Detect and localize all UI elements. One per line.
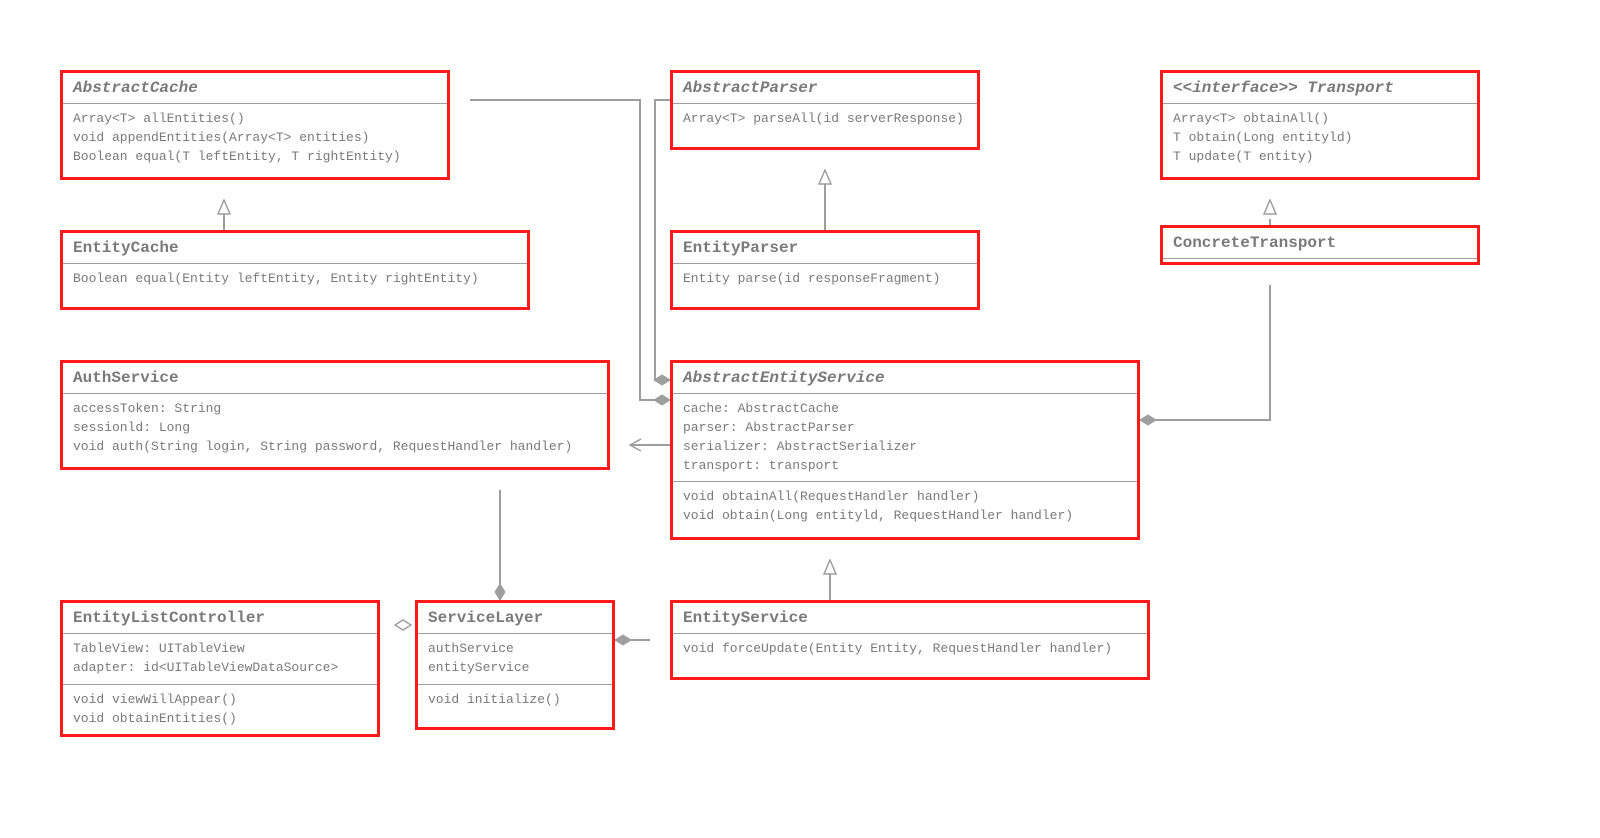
class-title: AbstractParser	[673, 73, 977, 104]
class-section: Array<T> obtainAll() T obtain(Long entit…	[1163, 104, 1477, 173]
class-title: <<interface>> Transport	[1163, 73, 1477, 104]
class-section: TableView: UITableView adapter: id<UITab…	[63, 634, 377, 684]
class-entity_list_controller: EntityListControllerTableView: UITableVi…	[60, 600, 380, 737]
class-entity_service: EntityServicevoid forceUpdate(Entity Ent…	[670, 600, 1150, 680]
class-transport: <<interface>> TransportArray<T> obtainAl…	[1160, 70, 1480, 180]
class-abstract_cache: AbstractCacheArray<T> allEntities() void…	[60, 70, 450, 180]
class-abstract_parser: AbstractParserArray<T> parseAll(id serve…	[670, 70, 980, 150]
class-section: void viewWillAppear() void obtainEntitie…	[63, 684, 377, 735]
class-section: authService entityService	[418, 634, 612, 684]
uml-diagram-canvas: { "diagram_type": "uml-class", "colors":…	[0, 0, 1600, 838]
class-title: EntityParser	[673, 233, 977, 264]
edge-comp-absentityservice-transport	[1140, 285, 1270, 420]
class-abstract_entity_service: AbstractEntityServicecache: AbstractCach…	[670, 360, 1140, 540]
class-section: Entity parse(id responseFragment)	[673, 264, 977, 295]
class-section: void obtainAll(RequestHandler handler) v…	[673, 481, 1137, 532]
class-title: EntityCache	[63, 233, 527, 264]
class-title: AbstractCache	[63, 73, 447, 104]
class-section: Boolean equal(Entity leftEntity, Entity …	[63, 264, 527, 295]
class-title: ConcreteTransport	[1163, 228, 1477, 259]
class-entity_parser: EntityParserEntity parse(id responseFrag…	[670, 230, 980, 310]
class-section: accessToken: String sessionld: Long void…	[63, 394, 607, 463]
class-concrete_transport: ConcreteTransport	[1160, 225, 1480, 265]
class-title: EntityService	[673, 603, 1147, 634]
class-title: EntityListController	[63, 603, 377, 634]
class-section: Array<T> allEntities() void appendEntiti…	[63, 104, 447, 173]
class-title: AbstractEntityService	[673, 363, 1137, 394]
class-section: cache: AbstractCache parser: AbstractPar…	[673, 394, 1137, 481]
class-section: void initialize()	[418, 684, 612, 716]
class-title: AuthService	[63, 363, 607, 394]
class-section: Array<T> parseAll(id serverResponse)	[673, 104, 977, 135]
edge-comp-absentityservice-parser	[655, 100, 670, 380]
class-auth_service: AuthServiceaccessToken: String sessionld…	[60, 360, 610, 470]
class-service_layer: ServiceLayerauthService entityServicevoi…	[415, 600, 615, 730]
class-title: ServiceLayer	[418, 603, 612, 634]
class-entity_cache: EntityCacheBoolean equal(Entity leftEnti…	[60, 230, 530, 310]
class-section: void forceUpdate(Entity Entity, RequestH…	[673, 634, 1147, 665]
